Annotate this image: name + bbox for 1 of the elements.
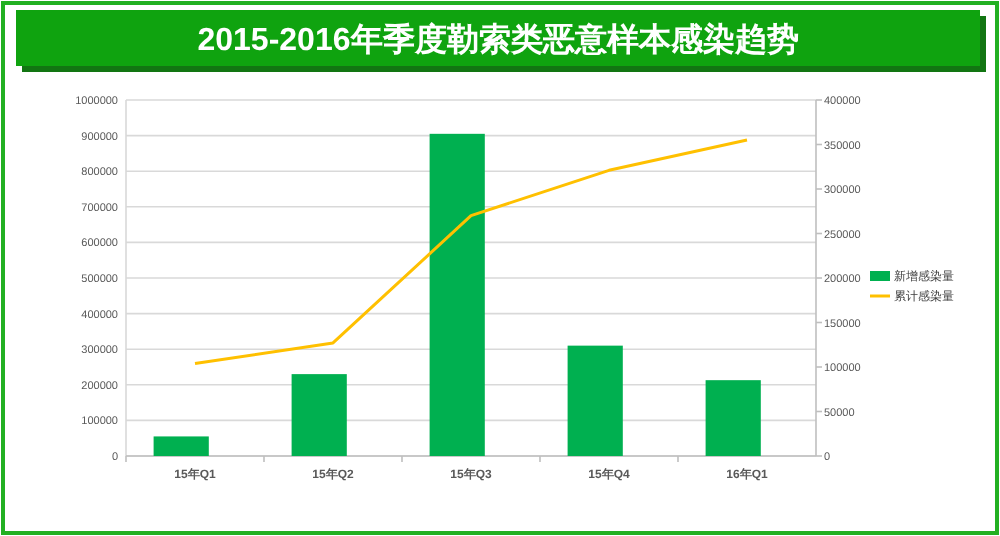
title: 2015-2016年季度勒索类恶意样本感染趋势	[197, 24, 799, 58]
